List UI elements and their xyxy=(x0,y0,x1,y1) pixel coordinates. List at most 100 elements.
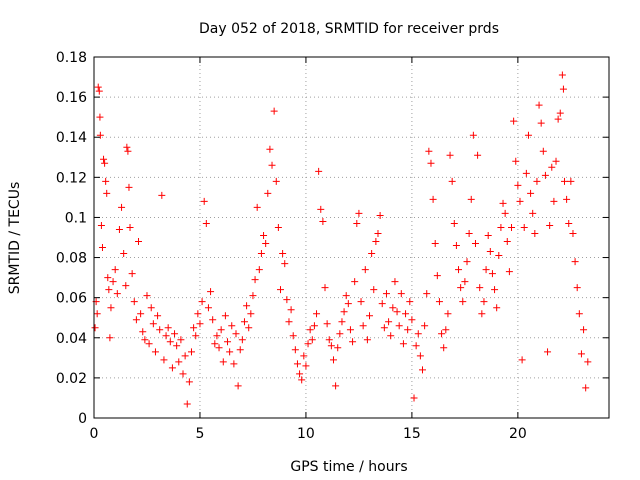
data-point xyxy=(560,177,568,185)
data-point xyxy=(123,143,131,151)
data-point xyxy=(162,332,170,340)
data-point xyxy=(194,310,202,318)
data-point xyxy=(363,336,371,344)
data-point xyxy=(266,145,274,153)
data-point xyxy=(474,151,482,159)
data-point xyxy=(166,338,174,346)
data-point xyxy=(313,310,321,318)
data-point xyxy=(575,310,583,318)
data-point xyxy=(154,312,162,320)
data-point xyxy=(548,163,556,171)
data-point xyxy=(96,131,104,139)
data-point xyxy=(219,358,227,366)
data-point xyxy=(302,362,310,370)
data-point xyxy=(495,252,503,260)
data-point xyxy=(243,302,251,310)
data-point xyxy=(109,278,117,286)
data-point xyxy=(416,352,424,360)
data-point xyxy=(224,338,232,346)
data-point xyxy=(177,336,185,344)
data-point xyxy=(192,332,200,340)
data-point xyxy=(175,358,183,366)
y-tick-label: 0.18 xyxy=(56,50,87,66)
data-point xyxy=(418,366,426,374)
data-point xyxy=(228,322,236,330)
data-point xyxy=(147,304,155,312)
data-point xyxy=(385,318,393,326)
data-point xyxy=(421,322,429,330)
data-point xyxy=(556,109,564,117)
data-point xyxy=(106,334,114,342)
data-point xyxy=(143,292,151,300)
data-point xyxy=(101,159,109,167)
data-point xyxy=(336,330,344,338)
data-point xyxy=(357,298,365,306)
data-point xyxy=(412,342,420,350)
data-points xyxy=(91,71,592,408)
data-point xyxy=(406,298,414,306)
data-point xyxy=(501,209,509,217)
data-point xyxy=(366,312,374,320)
data-point xyxy=(482,266,490,274)
data-point xyxy=(111,266,119,274)
data-point xyxy=(580,326,588,334)
data-point xyxy=(478,310,486,318)
data-point xyxy=(476,284,484,292)
data-point xyxy=(480,298,488,306)
data-point xyxy=(158,191,166,199)
data-point xyxy=(126,223,134,231)
data-point xyxy=(382,290,390,298)
data-point xyxy=(569,229,577,237)
data-point xyxy=(181,352,189,360)
y-axis-ticks: 0 0.02 0.04 0.06 0.08 0.1 0.12 0.14 0.16 0.18 xyxy=(56,50,609,427)
data-point xyxy=(187,348,195,356)
data-point xyxy=(459,298,467,306)
data-point xyxy=(135,238,143,246)
data-point xyxy=(529,209,537,217)
data-point xyxy=(149,320,157,328)
data-point xyxy=(573,284,581,292)
data-point xyxy=(319,217,327,225)
data-point xyxy=(264,189,272,197)
data-point xyxy=(531,229,539,237)
data-point xyxy=(249,292,257,300)
data-point xyxy=(145,340,153,348)
data-point xyxy=(283,296,291,304)
data-point xyxy=(287,306,295,314)
data-point xyxy=(323,320,331,328)
data-point xyxy=(423,290,431,298)
data-point xyxy=(226,348,234,356)
data-point xyxy=(238,336,246,344)
x-tick-label: 10 xyxy=(297,426,315,442)
data-point xyxy=(274,223,282,231)
data-point xyxy=(304,340,312,348)
data-point xyxy=(317,205,325,213)
data-point xyxy=(130,298,138,306)
data-point xyxy=(349,338,357,346)
data-point xyxy=(260,231,268,239)
data-point xyxy=(217,326,225,334)
data-point xyxy=(200,197,208,205)
data-point xyxy=(359,322,367,330)
data-point xyxy=(230,360,238,368)
y-tick-label: 0.08 xyxy=(56,251,87,267)
grid-lines xyxy=(94,57,609,418)
data-point xyxy=(522,169,530,177)
data-point xyxy=(389,304,397,312)
data-point xyxy=(508,223,516,231)
data-point xyxy=(139,328,147,336)
data-point xyxy=(486,248,494,256)
data-point xyxy=(567,177,575,185)
data-point xyxy=(327,342,335,350)
data-point xyxy=(342,292,350,300)
data-point xyxy=(355,209,363,217)
data-point xyxy=(368,250,376,258)
data-point xyxy=(257,250,265,258)
data-point xyxy=(378,300,386,308)
data-point xyxy=(410,394,418,402)
data-point xyxy=(438,330,446,338)
data-point xyxy=(118,203,126,211)
data-point xyxy=(306,326,314,334)
data-point xyxy=(315,167,323,175)
